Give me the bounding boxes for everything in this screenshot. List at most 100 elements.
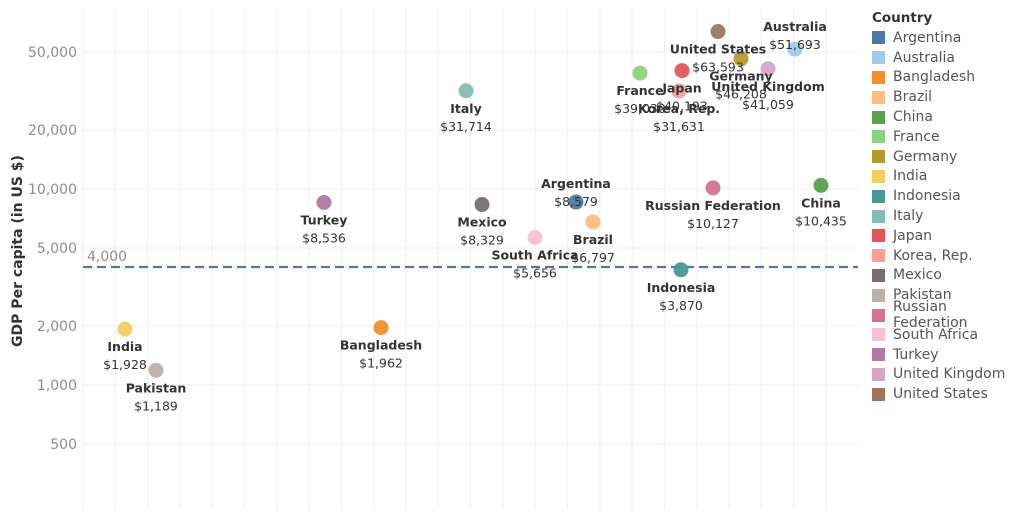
point-value-germany: $46,208: [715, 87, 767, 102]
point-value-united-kingdom: $41,059: [742, 97, 794, 112]
point-name-russian-federation: Russian Federation: [645, 198, 781, 213]
legend-swatch: [872, 229, 885, 243]
point-value-italy: $31,714: [440, 119, 492, 134]
legend-item-russian-federation[interactable]: Russian Federation: [866, 299, 1024, 331]
legend-item-argentina[interactable]: Argentina: [866, 28, 1024, 48]
point-value-brazil: $6,797: [571, 250, 615, 265]
legend-swatch: [872, 130, 885, 144]
point-value-india: $1,928: [103, 357, 147, 372]
point-australia: [787, 41, 803, 57]
legend-item-mexico[interactable]: Mexico: [866, 266, 1024, 286]
legend-item-united-states[interactable]: United States: [866, 384, 1024, 404]
point-bangladesh: [373, 320, 389, 336]
y-tick-label: 5,000: [37, 241, 77, 257]
point-argentina: [568, 194, 584, 210]
legend-label: France: [893, 128, 940, 145]
point-value-pakistan: $1,189: [134, 398, 178, 413]
point-name-japan: Japan: [661, 81, 701, 96]
legend-item-australia[interactable]: Australia: [866, 48, 1024, 68]
point-south-africa: [527, 230, 543, 246]
legend-swatch: [872, 169, 885, 183]
legend-item-france[interactable]: France: [866, 127, 1024, 147]
point-name-germany: Germany: [709, 69, 772, 84]
legend-swatch: [872, 288, 885, 302]
legend-item-brazil[interactable]: Brazil: [866, 87, 1024, 107]
point-name-united-kingdom: United Kingdom: [711, 79, 824, 94]
point-value-south-africa: $5,656: [513, 266, 557, 281]
point-brazil: [585, 214, 601, 230]
legend-item-pakistan[interactable]: Pakistan: [866, 285, 1024, 305]
point-russian-federation: [705, 180, 721, 196]
point-name-pakistan: Pakistan: [126, 380, 187, 395]
point-name-korea-rep: Korea, Rep.: [638, 101, 720, 116]
legend-item-indonesia[interactable]: Indonesia: [866, 186, 1024, 206]
point-united-kingdom: [760, 61, 776, 77]
legend-label: Indonesia: [893, 188, 961, 205]
point-value-mexico: $8,329: [460, 233, 504, 248]
legend-swatch: [872, 268, 885, 282]
point-value-turkey: $8,536: [302, 230, 346, 245]
legend: Country Argentina Australia Bangladesh Braz…: [866, 10, 1024, 404]
legend-swatch: [872, 308, 885, 322]
point-name-united-states: United States: [670, 42, 766, 57]
point-name-turkey: Turkey: [301, 212, 348, 227]
point-turkey: [316, 194, 332, 210]
legend-item-turkey[interactable]: Turkey: [866, 345, 1024, 365]
reference-line-label: 4,000: [87, 249, 127, 265]
point-name-france: France: [616, 83, 663, 98]
legend-swatch: [872, 348, 885, 362]
point-value-australia: $51,693: [769, 37, 821, 52]
point-mexico: [474, 197, 490, 213]
point-china: [813, 177, 829, 193]
legend-label: Italy: [893, 208, 924, 225]
point-indonesia: [673, 262, 689, 278]
point-name-bangladesh: Bangladesh: [340, 338, 422, 353]
legend-swatch: [872, 110, 885, 124]
legend-item-south-africa[interactable]: South Africa: [866, 325, 1024, 345]
point-germany: [733, 51, 749, 67]
legend-label: Argentina: [893, 29, 962, 46]
point-value-russian-federation: $10,127: [687, 216, 739, 231]
point-india: [117, 321, 133, 337]
legend-label: United Kingdom: [893, 366, 1006, 383]
legend-item-korea-rep[interactable]: Korea, Rep.: [866, 246, 1024, 266]
point-name-south-africa: South Africa: [491, 248, 578, 263]
legend-label: United States: [893, 386, 988, 403]
legend-item-italy[interactable]: Italy: [866, 206, 1024, 226]
point-value-china: $10,435: [795, 213, 847, 228]
legend-label: South Africa: [893, 326, 979, 343]
legend-label: Brazil: [893, 89, 933, 106]
point-value-france: $39,030: [614, 101, 666, 116]
legend-swatch: [872, 150, 885, 164]
legend-item-japan[interactable]: Japan: [866, 226, 1024, 246]
legend-item-united-kingdom[interactable]: United Kingdom: [866, 365, 1024, 385]
point-japan: [674, 63, 690, 79]
legend-label: China: [893, 109, 933, 126]
legend-swatch: [872, 189, 885, 203]
legend-swatch: [872, 90, 885, 104]
legend-item-bangladesh[interactable]: Bangladesh: [866, 68, 1024, 88]
point-pakistan: [148, 362, 164, 378]
point-name-brazil: Brazil: [573, 232, 613, 247]
point-name-india: India: [107, 339, 142, 354]
legend-item-china[interactable]: China: [866, 107, 1024, 127]
point-name-argentina: Argentina: [541, 176, 611, 191]
point-name-china: China: [801, 195, 841, 210]
point-value-indonesia: $3,870: [659, 298, 703, 313]
point-italy: [458, 83, 474, 99]
legend-label: India: [893, 168, 928, 185]
legend-item-germany[interactable]: Germany: [866, 147, 1024, 167]
legend-swatch: [872, 70, 885, 84]
legend-label: Pakistan: [893, 287, 952, 304]
y-tick-label: 10,000: [28, 182, 77, 198]
point-value-bangladesh: $1,962: [359, 356, 403, 371]
legend-items: Argentina Australia Bangladesh Brazil China F…: [866, 28, 1024, 404]
point-name-italy: Italy: [450, 101, 482, 116]
legend-label: Mexico: [893, 267, 942, 284]
legend-item-india[interactable]: India: [866, 167, 1024, 187]
y-tick-label: 1,000: [37, 378, 77, 394]
legend-label: Turkey: [893, 346, 939, 363]
legend-swatch: [872, 367, 885, 381]
legend-label: Korea, Rep.: [893, 247, 973, 264]
point-value-japan: $40,193: [656, 99, 708, 114]
